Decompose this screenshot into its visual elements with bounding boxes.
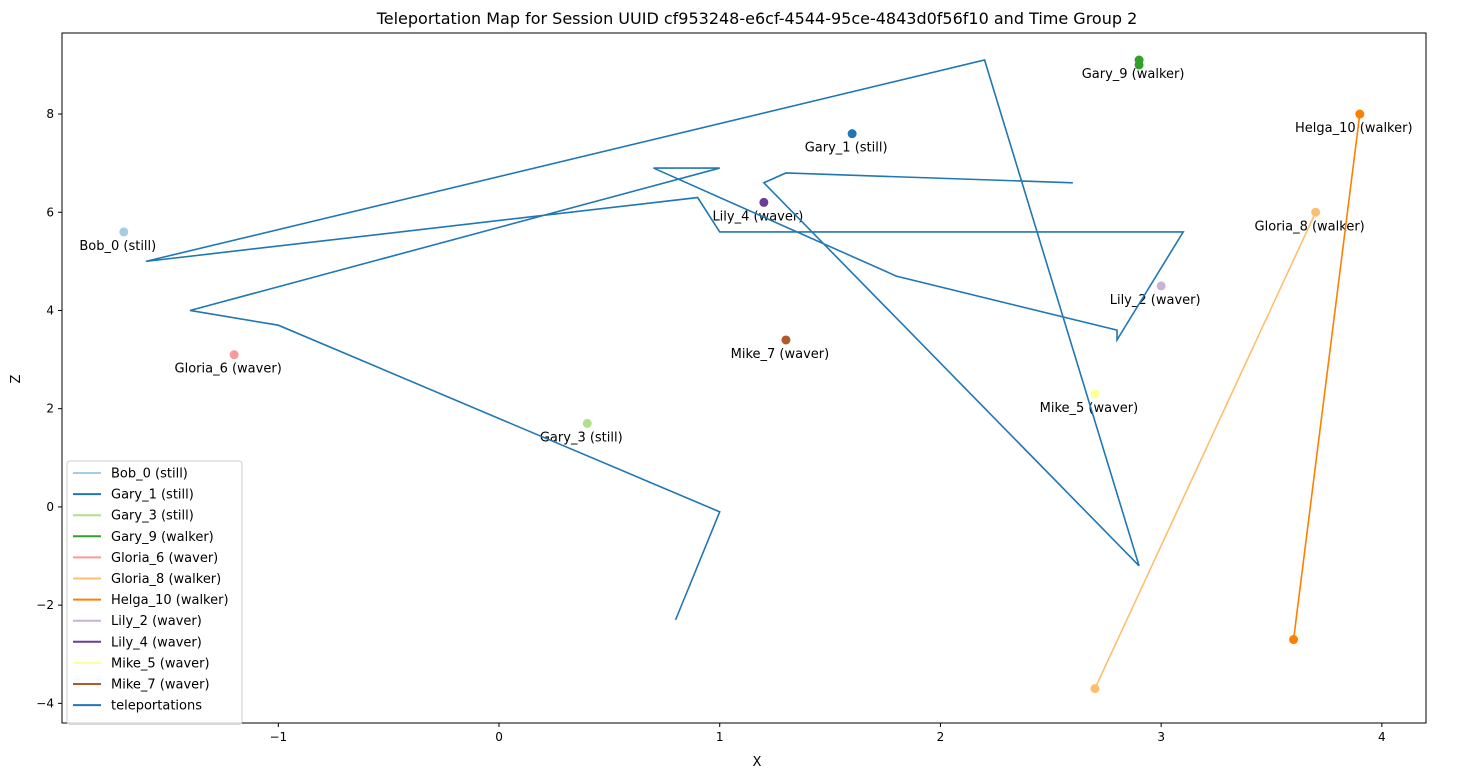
y-tick-label: 0 bbox=[46, 500, 54, 514]
series-group: Lily_4 (waver) bbox=[712, 197, 803, 224]
x-tick-label: 2 bbox=[937, 730, 945, 744]
data-point bbox=[1134, 55, 1144, 65]
series-group: Gary_9 (walker) bbox=[1082, 55, 1185, 82]
point-label: Lily_4 (waver) bbox=[712, 209, 803, 224]
point-label: Gloria_6 (waver) bbox=[175, 362, 282, 377]
y-tick-label: 2 bbox=[46, 402, 54, 416]
series-group: Mike_5 (waver) bbox=[1040, 389, 1139, 416]
series-group: Helga_10 (walker) bbox=[1289, 109, 1413, 645]
data-point bbox=[229, 350, 239, 360]
data-point bbox=[759, 197, 769, 207]
teleportations-line bbox=[145, 59, 1185, 621]
data-point bbox=[119, 227, 129, 237]
legend-label: Gloria_6 (waver) bbox=[111, 551, 218, 566]
y-tick-label: −2 bbox=[36, 598, 54, 612]
legend-entry: Gloria_8 (walker) bbox=[73, 572, 221, 587]
legend-label: Mike_7 (waver) bbox=[111, 678, 210, 693]
legend-label: Lily_4 (waver) bbox=[111, 635, 202, 650]
legend-entry: Helga_10 (walker) bbox=[73, 593, 229, 608]
data-point bbox=[1090, 389, 1100, 399]
legend-entry: teleportations bbox=[73, 699, 202, 714]
legend-entry: Gary_9 (walker) bbox=[73, 530, 214, 545]
x-tick-label: 1 bbox=[716, 730, 724, 744]
legend-entry: Gloria_6 (waver) bbox=[73, 551, 218, 566]
series-group: Bob_0 (still) bbox=[79, 227, 156, 254]
point-label: Bob_0 (still) bbox=[79, 239, 156, 254]
legend-label: Gloria_8 (walker) bbox=[111, 572, 221, 587]
x-tick-label: 4 bbox=[1378, 730, 1386, 744]
series-line bbox=[1292, 113, 1361, 640]
y-ticks: −4 −2 0 2 4 6 8 bbox=[36, 107, 62, 710]
legend-label: teleportations bbox=[111, 699, 202, 714]
legend-entry: Lily_2 (waver) bbox=[73, 614, 202, 629]
y-tick-label: 8 bbox=[46, 107, 54, 121]
legend-entry: Mike_7 (waver) bbox=[73, 678, 210, 693]
teleportations-layer bbox=[145, 59, 1185, 621]
point-label: Gary_9 (walker) bbox=[1082, 67, 1185, 82]
series-group: Gary_3 (still) bbox=[540, 418, 623, 445]
legend-entry: Gary_3 (still) bbox=[73, 509, 194, 524]
series-layer: Bob_0 (still) Gary_1 (still) Gary_3 (still… bbox=[79, 55, 1413, 694]
data-point bbox=[1156, 281, 1166, 291]
data-point bbox=[847, 129, 857, 139]
y-tick-label: 6 bbox=[46, 205, 54, 219]
data-point bbox=[781, 335, 791, 345]
legend: Bob_0 (still) Gary_1 (still) Gary_3 (still… bbox=[66, 460, 243, 725]
y-tick-label: −4 bbox=[36, 696, 54, 710]
legend-entry: Lily_4 (waver) bbox=[73, 635, 202, 650]
data-point bbox=[1289, 635, 1299, 645]
series-line bbox=[1094, 211, 1317, 689]
series-group: Gloria_6 (waver) bbox=[175, 350, 282, 377]
point-label: Mike_5 (waver) bbox=[1040, 401, 1139, 416]
chart-title: Teleportation Map for Session UUID cf953… bbox=[376, 9, 1138, 28]
legend-entry: Mike_5 (waver) bbox=[73, 656, 210, 671]
data-point bbox=[582, 418, 592, 428]
legend-label: Bob_0 (still) bbox=[111, 467, 188, 482]
point-label: Gary_1 (still) bbox=[805, 141, 888, 156]
data-point bbox=[1090, 684, 1100, 694]
legend-entry: Gary_1 (still) bbox=[73, 488, 194, 503]
y-axis-label: Z bbox=[9, 374, 24, 383]
legend-label: Lily_2 (waver) bbox=[111, 614, 202, 629]
x-tick-label: 3 bbox=[1157, 730, 1165, 744]
y-tick-label: 4 bbox=[46, 303, 54, 317]
x-tick-label: 0 bbox=[495, 730, 503, 744]
legend-entry: Bob_0 (still) bbox=[73, 467, 188, 482]
x-axis-label: X bbox=[753, 755, 762, 770]
series-group: Lily_2 (waver) bbox=[1110, 281, 1201, 308]
plot-area bbox=[61, 32, 1427, 724]
legend-label: Gary_1 (still) bbox=[111, 488, 194, 503]
x-tick-label: −1 bbox=[269, 730, 287, 744]
series-group: Gary_1 (still) bbox=[805, 129, 888, 156]
point-label: Lily_2 (waver) bbox=[1110, 293, 1201, 308]
series-group: Mike_7 (waver) bbox=[731, 335, 830, 362]
point-label: Helga_10 (walker) bbox=[1295, 121, 1413, 136]
legend-box bbox=[66, 460, 243, 725]
point-label: Gary_3 (still) bbox=[540, 430, 623, 445]
legend-label: Gary_9 (walker) bbox=[111, 530, 214, 545]
legend-label: Gary_3 (still) bbox=[111, 509, 194, 524]
point-label: Mike_7 (waver) bbox=[731, 347, 830, 362]
legend-label: Helga_10 (walker) bbox=[111, 593, 229, 608]
data-point bbox=[1311, 207, 1321, 217]
legend-label: Mike_5 (waver) bbox=[111, 656, 210, 671]
point-label: Gloria_8 (walker) bbox=[1255, 219, 1365, 234]
series-group: Gloria_8 (walker) bbox=[1090, 207, 1365, 694]
data-point bbox=[1355, 109, 1365, 119]
x-ticks: −1 0 1 2 3 4 bbox=[269, 723, 1386, 744]
